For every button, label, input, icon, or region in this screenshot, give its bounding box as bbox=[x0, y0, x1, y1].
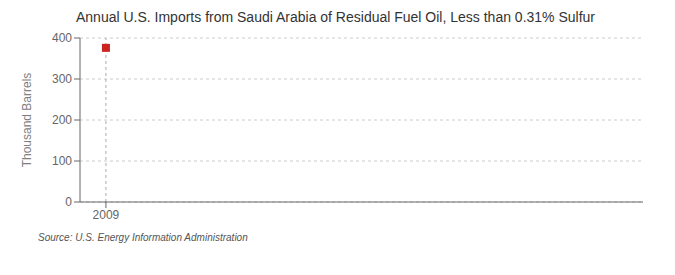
svg-text:Thousand Barrels: Thousand Barrels bbox=[20, 73, 34, 168]
html-text:Source: U.S. Energy Informatio: Source: U.S. Energy Information Administ… bbox=[38, 232, 248, 243]
svg-text:100: 100 bbox=[52, 154, 72, 168]
html-text:Annual U.S. Imports from Saudi: Annual U.S. Imports from Saudi Arabia of… bbox=[76, 9, 595, 25]
svg-text:200: 200 bbox=[52, 113, 72, 127]
svg-text:400: 400 bbox=[52, 31, 72, 45]
svg-text:300: 300 bbox=[52, 72, 72, 86]
svg-text:0: 0 bbox=[65, 195, 72, 209]
svg-text:2009: 2009 bbox=[93, 208, 120, 222]
